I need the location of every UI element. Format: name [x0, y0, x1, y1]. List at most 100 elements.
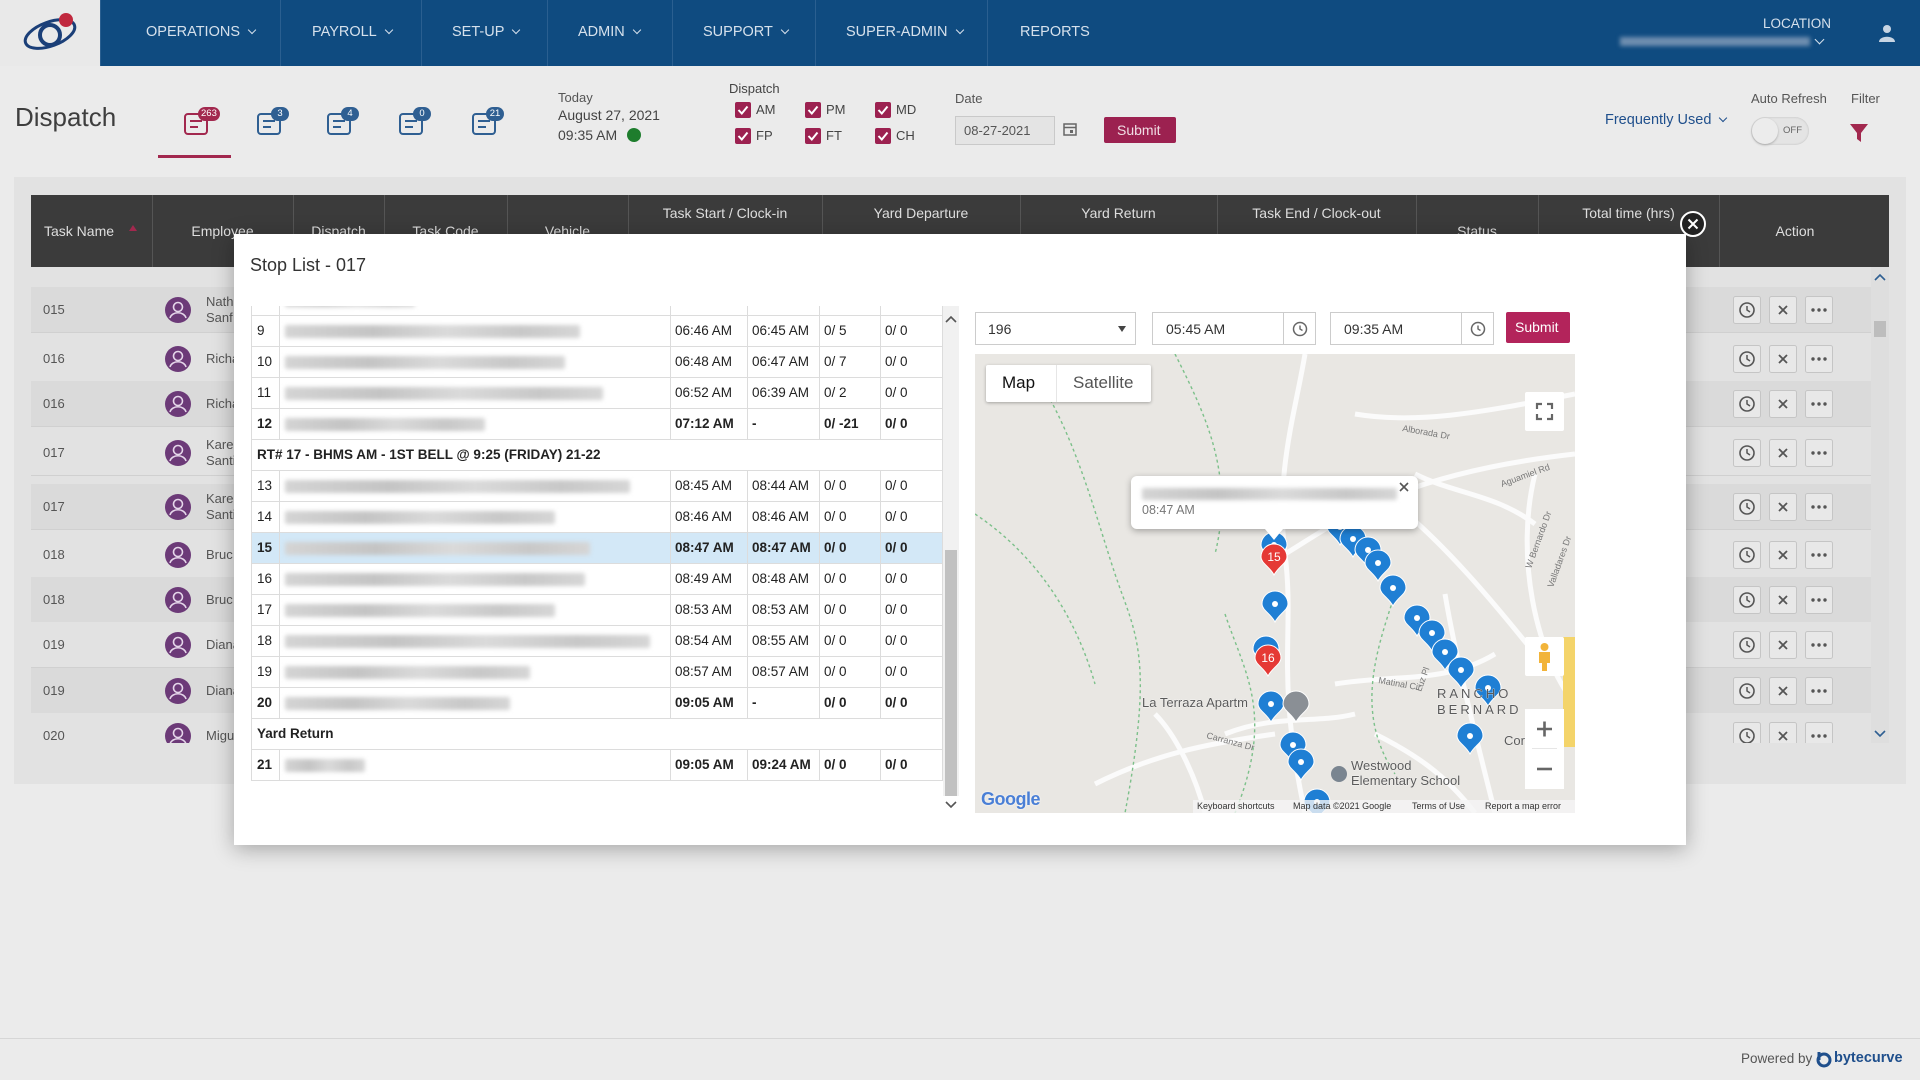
dispatch-checkbox[interactable] [735, 128, 751, 144]
zoom-in-button[interactable] [1525, 709, 1564, 749]
stop-row[interactable]: 12 07:12 AM - 0/ -21 0/ 0 [251, 409, 943, 440]
row-action-button[interactable] [1733, 586, 1761, 614]
start-time-input[interactable]: 05:45 AM [1152, 312, 1316, 345]
row-action-button[interactable] [1733, 345, 1761, 373]
stop-row[interactable]: 8 06:44 AM 06:44 AM 0/ 3 0/ 0 [251, 306, 943, 316]
dispatch-tab-icon[interactable] [470, 109, 500, 139]
nav-item[interactable]: OPERATIONS [146, 24, 255, 41]
row-action-button[interactable] [1733, 541, 1761, 569]
row-action-button[interactable] [1769, 631, 1797, 659]
end-time-input[interactable]: 09:35 AM [1330, 312, 1494, 345]
column-header[interactable]: Yard Departure [873, 204, 969, 221]
user-icon[interactable] [1878, 24, 1896, 42]
nav-item[interactable]: SET-UP [452, 24, 519, 41]
row-action-button[interactable] [1769, 722, 1797, 743]
nav-item[interactable]: SUPER-ADMIN [846, 24, 963, 41]
clock-icon[interactable] [1291, 320, 1309, 338]
column-header[interactable]: Total time (hrs) [1582, 204, 1675, 221]
nav-item[interactable]: REPORTS [1020, 24, 1090, 41]
row-action-button[interactable] [1805, 586, 1833, 614]
row-action-button[interactable] [1733, 677, 1761, 705]
stop-row[interactable]: 16 08:49 AM 08:48 AM 0/ 0 0/ 0 [251, 564, 943, 595]
column-header[interactable]: Task Start / Clock-in [662, 204, 788, 221]
dispatch-tab-icon[interactable] [397, 109, 427, 139]
scroll-down-arrow[interactable] [945, 800, 957, 810]
map-attribution[interactable]: Terms of Use [1412, 800, 1466, 811]
map-type-option[interactable]: Satellite [1073, 373, 1134, 393]
row-action-button[interactable] [1733, 390, 1761, 418]
street-view-pegman[interactable] [1525, 637, 1564, 676]
row-action-button[interactable] [1769, 493, 1797, 521]
dispatch-checkbox[interactable] [875, 102, 891, 118]
dispatch-checkbox[interactable] [875, 128, 891, 144]
row-action-button[interactable] [1769, 390, 1797, 418]
dispatch-checkbox[interactable] [805, 102, 821, 118]
row-action-button[interactable] [1805, 631, 1833, 659]
zoom-out-button[interactable] [1525, 749, 1564, 789]
column-header[interactable]: Action [1775, 222, 1815, 239]
dispatch-checkbox[interactable] [805, 128, 821, 144]
map-submit-button[interactable]: Submit [1506, 312, 1570, 343]
row-action-button[interactable] [1769, 677, 1797, 705]
submit-button[interactable]: Submit [1104, 117, 1176, 143]
row-action-button[interactable] [1733, 439, 1761, 467]
stop-row[interactable]: 9 06:46 AM 06:45 AM 0/ 5 0/ 0 [251, 316, 943, 347]
scroll-up-arrow[interactable] [1874, 272, 1886, 282]
stop-row[interactable]: 11 06:52 AM 06:39 AM 0/ 2 0/ 0 [251, 378, 943, 409]
stop-row[interactable]: 14 08:46 AM 08:46 AM 0/ 0 0/ 0 [251, 502, 943, 533]
fullscreen-button[interactable] [1525, 392, 1564, 431]
group-row[interactable]: RT# 17 - BHMS AM - 1ST BELL @ 9:25 (FRID… [251, 440, 943, 471]
row-action-button[interactable] [1769, 439, 1797, 467]
map-type-option[interactable]: Map [1002, 373, 1036, 393]
map-attribution[interactable]: Report a map error [1485, 800, 1562, 811]
row-action-button[interactable] [1769, 345, 1797, 373]
group-row[interactable]: Yard Return [251, 719, 943, 750]
row-action-button[interactable] [1805, 345, 1833, 373]
row-action-button[interactable] [1805, 677, 1833, 705]
modal-close-button[interactable] [1680, 211, 1706, 237]
row-action-button[interactable] [1769, 586, 1797, 614]
row-action-button[interactable] [1805, 439, 1833, 467]
row-action-button[interactable] [1733, 493, 1761, 521]
row-action-button[interactable] [1805, 722, 1833, 743]
stop-row[interactable]: 17 08:53 AM 08:53 AM 0/ 0 0/ 0 [251, 595, 943, 626]
location-dropdown-arrow[interactable] [1814, 34, 1825, 45]
nav-item[interactable]: PAYROLL [312, 24, 392, 41]
column-header[interactable]: Yard Return [1081, 204, 1156, 221]
frequently-used-dropdown[interactable]: Frequently Used [1605, 112, 1726, 129]
scroll-down-arrow[interactable] [1874, 729, 1886, 739]
filter-icon[interactable] [1849, 122, 1869, 144]
stop-row[interactable]: 21 09:05 AM 09:24 AM 0/ 0 0/ 0 [251, 750, 943, 781]
stop-row[interactable]: 18 08:54 AM 08:55 AM 0/ 0 0/ 0 [251, 626, 943, 657]
stop-row[interactable]: 10 06:48 AM 06:47 AM 0/ 7 0/ 0 [251, 347, 943, 378]
date-input[interactable]: 08-27-2021 [955, 116, 1055, 145]
dispatch-checkbox[interactable] [735, 102, 751, 118]
nav-item[interactable]: SUPPORT [703, 24, 788, 41]
stop-table-scroll-thumb[interactable] [945, 550, 957, 796]
row-action-button[interactable] [1733, 631, 1761, 659]
info-window-close[interactable] [1397, 480, 1411, 494]
row-action-button[interactable] [1733, 296, 1761, 324]
calendar-icon[interactable] [1062, 121, 1078, 137]
nav-item[interactable]: ADMIN [578, 24, 640, 41]
dispatch-tab-icon[interactable] [182, 109, 212, 139]
row-action-button[interactable] [1769, 541, 1797, 569]
stop-row[interactable]: 19 08:57 AM 08:57 AM 0/ 0 0/ 0 [251, 657, 943, 688]
scroll-up-arrow[interactable] [945, 314, 957, 324]
dispatch-tab-icon[interactable] [255, 109, 285, 139]
row-action-button[interactable] [1805, 296, 1833, 324]
row-action-button[interactable] [1769, 296, 1797, 324]
stop-row[interactable]: 20 09:05 AM - 0/ 0 0/ 0 [251, 688, 943, 719]
stop-row[interactable]: 13 08:45 AM 08:44 AM 0/ 0 0/ 0 [251, 471, 943, 502]
row-action-button[interactable] [1805, 390, 1833, 418]
dispatch-tab-icon[interactable] [325, 109, 355, 139]
row-action-button[interactable] [1733, 722, 1761, 743]
column-header[interactable]: Task End / Clock-out [1252, 204, 1381, 221]
auto-refresh-toggle[interactable]: OFF [1751, 117, 1809, 145]
stop-row[interactable]: 15 08:47 AM 08:47 AM 0/ 0 0/ 0 [251, 533, 943, 564]
row-action-button[interactable] [1805, 541, 1833, 569]
clock-icon[interactable] [1469, 320, 1487, 338]
map-attribution[interactable]: Keyboard shortcuts [1197, 800, 1275, 811]
column-header[interactable]: Task Name [44, 222, 115, 239]
route-select[interactable]: 196 [975, 312, 1136, 345]
